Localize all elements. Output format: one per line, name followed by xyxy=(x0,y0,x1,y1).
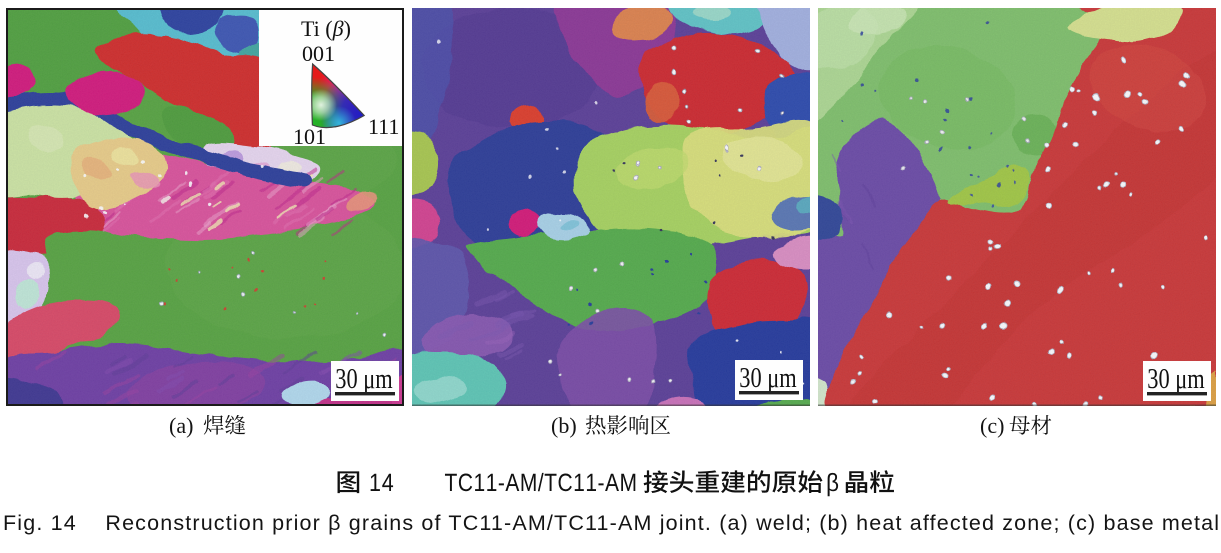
svg-text:001: 001 xyxy=(302,41,335,66)
svg-text:111: 111 xyxy=(368,114,399,139)
svg-text:(b): (b) xyxy=(551,413,577,438)
svg-text:(c): (c) xyxy=(980,413,1004,438)
svg-text:30 μm: 30 μm xyxy=(335,364,393,395)
svg-text:30 μm: 30 μm xyxy=(1147,364,1205,395)
svg-text:(a): (a) xyxy=(169,413,193,438)
svg-text:30 μm: 30 μm xyxy=(739,363,797,394)
svg-text:101: 101 xyxy=(293,124,326,149)
svg-text:Ti (β): Ti (β) xyxy=(301,16,351,41)
